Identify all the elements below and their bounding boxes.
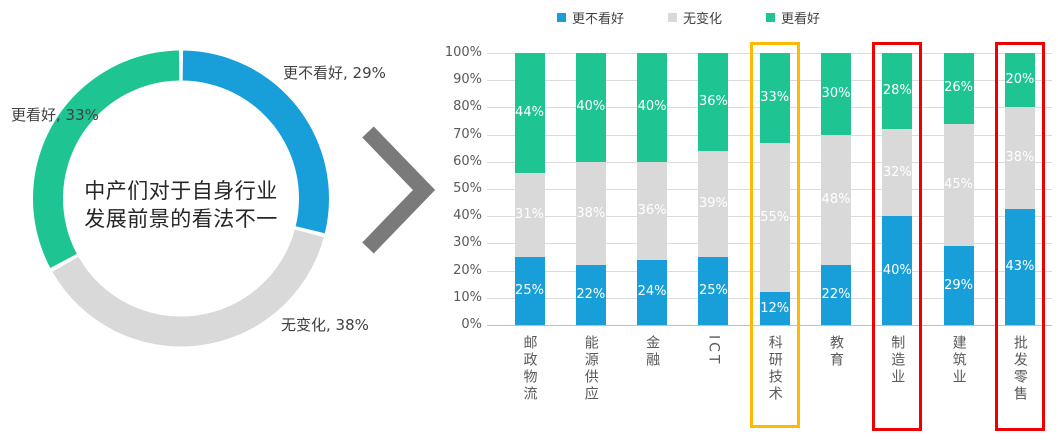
y-axis-tick: 100% xyxy=(444,45,482,60)
bar-value-label: 45% xyxy=(944,176,974,192)
legend-color-swatch xyxy=(668,13,678,22)
bar-segment xyxy=(637,259,668,325)
bar-value-label: 29% xyxy=(944,277,974,293)
bar-segment xyxy=(759,142,790,293)
bar-value-label: 22% xyxy=(821,287,851,303)
bar-segment xyxy=(821,53,851,135)
bar-value-label: 40% xyxy=(637,99,667,115)
bar-value-label: 36% xyxy=(698,94,728,109)
bar-segment xyxy=(882,53,913,130)
y-axis-tick: 20% xyxy=(453,262,482,278)
category-label: ICT xyxy=(705,335,722,367)
donut-chart xyxy=(32,50,329,347)
legend-item: 更不看好 xyxy=(557,8,624,27)
bar-value-label: 20% xyxy=(1005,71,1035,87)
bar-segment xyxy=(882,129,913,217)
bar-segment xyxy=(1004,106,1035,210)
bar-value-label: 26% xyxy=(944,80,974,96)
bar-value-label: 32% xyxy=(882,164,912,180)
bar-segment xyxy=(821,134,851,266)
legend-label: 更不看好 xyxy=(572,12,625,27)
donut-slice xyxy=(32,50,180,268)
bar-value-label: 48% xyxy=(821,191,851,207)
donut-slice-label-neutral: 无变化, 38% xyxy=(281,316,369,334)
donut-center-text: 中产们对于自身行业 发展前景的看法不一 xyxy=(51,177,311,233)
bar-segment xyxy=(514,172,545,257)
bar-value-label: 33% xyxy=(760,89,790,105)
bar-segment xyxy=(698,150,729,257)
y-axis-tick: 40% xyxy=(453,208,482,224)
bar-value-label: 38% xyxy=(1005,150,1035,165)
bar-value-label: 36% xyxy=(637,202,667,218)
legend-item: 无变化 xyxy=(668,8,722,27)
bar-segment xyxy=(575,265,606,325)
category-label: 制造业 xyxy=(889,335,906,386)
bar-value-label: 30% xyxy=(821,85,851,101)
bar-segment xyxy=(759,53,790,143)
highlight-box xyxy=(994,42,1045,431)
y-axis-tick: 10% xyxy=(453,289,482,305)
category-label: 批发零售 xyxy=(1011,335,1028,403)
highlight-box xyxy=(749,42,800,428)
donut-center-text-line1: 中产们对于自身行业 xyxy=(84,179,278,203)
bar-value-label: 12% xyxy=(760,300,790,316)
donut-slice-label-negative: 更不看好, 29% xyxy=(283,64,386,82)
legend-label: 无变化 xyxy=(683,12,723,27)
donut-slice xyxy=(182,50,329,234)
bar-value-label: 43% xyxy=(1005,259,1035,275)
bar-segment xyxy=(698,53,729,151)
y-axis-tick: 50% xyxy=(453,181,482,196)
bar-value-label: 24% xyxy=(637,284,667,300)
bar-value-label: 40% xyxy=(576,99,606,115)
bar-segment xyxy=(637,53,668,162)
bar-value-label: 55% xyxy=(760,209,790,225)
legend-item: 更看好 xyxy=(766,8,820,27)
bar-segment xyxy=(821,265,851,325)
bar-value-label: 31% xyxy=(515,206,544,222)
bar-value-label: 40% xyxy=(882,262,912,278)
highlight-box xyxy=(872,42,923,431)
y-axis-tick: 70% xyxy=(453,126,482,142)
bar-value-label: 38% xyxy=(576,205,606,221)
bar-segment xyxy=(514,257,545,325)
donut-slice-label-positive: 更看好, 33% xyxy=(11,106,99,124)
y-axis-tick: 80% xyxy=(453,99,482,115)
category-label: 金融 xyxy=(644,335,661,369)
bar-segment xyxy=(575,161,606,266)
bar-segment xyxy=(943,246,974,325)
bar-segment xyxy=(943,53,974,124)
bar-value-label: 25% xyxy=(515,283,544,298)
bar-value-label: 28% xyxy=(882,83,912,99)
category-label: 能源供应 xyxy=(582,335,599,403)
bar-segment xyxy=(943,123,974,247)
category-label: 建筑业 xyxy=(950,335,967,386)
donut-slice xyxy=(52,229,324,347)
bar-segment xyxy=(514,53,545,173)
y-axis-tick: 0% xyxy=(461,317,482,332)
legend-color-swatch xyxy=(766,13,776,22)
legend-label: 更看好 xyxy=(781,12,821,27)
donut-center-text-line2: 发展前景的看法不一 xyxy=(84,207,278,231)
bar-value-label: 39% xyxy=(698,196,728,211)
y-axis-tick: 90% xyxy=(453,72,482,88)
bar-segment xyxy=(575,53,606,162)
bar-value-label: 44% xyxy=(515,104,544,120)
bar-segment xyxy=(759,292,790,325)
bar-chart-legend: 更不看好 无变化 更看好 xyxy=(557,8,820,27)
bar-segment xyxy=(1004,209,1035,325)
bar-value-label: 22% xyxy=(576,287,606,303)
y-axis-tick: 60% xyxy=(453,153,482,169)
bar-segment xyxy=(1004,53,1035,107)
legend-color-swatch xyxy=(557,13,566,22)
category-label: 教育 xyxy=(828,335,844,369)
category-label: 科研技术 xyxy=(766,335,783,403)
bar-value-label: 25% xyxy=(698,283,728,298)
bar-segment xyxy=(698,257,729,325)
bar-segment xyxy=(637,161,668,260)
gridline xyxy=(487,325,1052,326)
y-axis-tick: 30% xyxy=(453,235,482,251)
bar-segment xyxy=(882,216,913,325)
category-label: 邮政物流 xyxy=(521,335,538,403)
